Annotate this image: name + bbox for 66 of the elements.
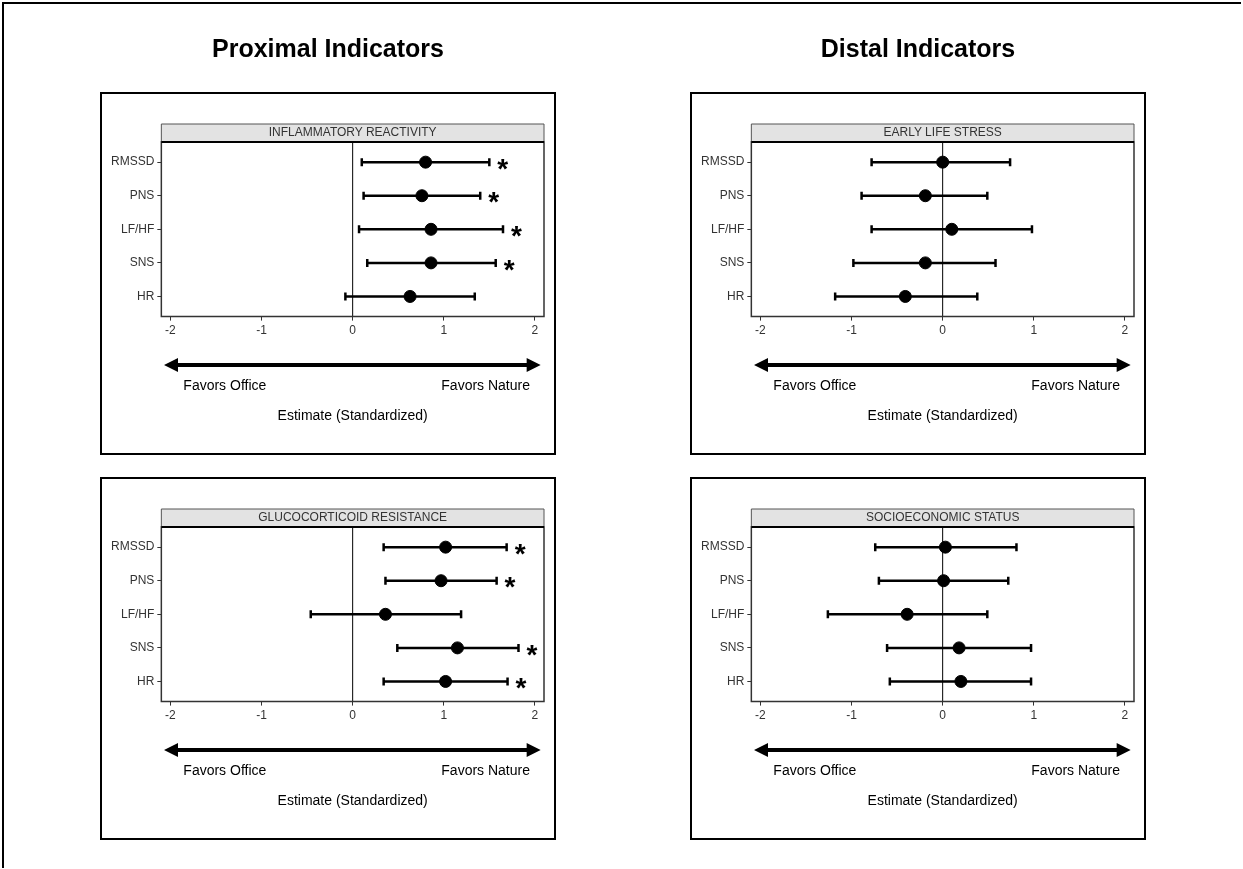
x-tick-label: 2: [531, 323, 539, 338]
y-tick-label: SNS: [129, 640, 155, 655]
y-tick-label: PNS: [129, 573, 155, 588]
text: Favors Nature: [1031, 762, 1121, 779]
x-tick-label: -1: [256, 323, 268, 338]
data-label: *: [511, 220, 522, 252]
chart-title: EARLY LIFE STRESS: [883, 125, 1002, 140]
x-tick-label: -1: [846, 323, 858, 338]
data-label: *: [488, 186, 500, 218]
y-tick-label: RMSSD: [700, 154, 745, 169]
x-tick-label: 2: [531, 708, 539, 723]
x-tick-label: 0: [349, 708, 357, 723]
x-tick-label: 1: [1030, 323, 1038, 338]
x-axis-title: Estimate (Standardized): [867, 792, 1018, 809]
chart-title: INFLAMMATORY REACTIVITY: [268, 125, 437, 140]
text: Proximal Indicators: [211, 34, 445, 63]
y-tick-label: LF/HF: [120, 221, 155, 236]
y-tick-label: LF/HF: [710, 606, 745, 621]
y-tick-label: HR: [136, 288, 155, 303]
x-tick-label: -2: [755, 708, 767, 723]
y-tick-label: SNS: [719, 640, 745, 655]
x-tick-label: -1: [256, 708, 268, 723]
text: Favors Nature: [441, 377, 531, 394]
x-axis-title: Estimate (Standardized): [277, 792, 428, 809]
text: Favors Office: [183, 377, 267, 394]
text: Distal Indicators: [819, 34, 1017, 63]
y-tick-label: RMSSD: [110, 154, 155, 169]
x-tick-label: 1: [440, 708, 448, 723]
y-tick-label: PNS: [129, 188, 155, 203]
y-tick-label: PNS: [719, 188, 745, 203]
y-tick-label: PNS: [719, 573, 745, 588]
y-tick-label: RMSSD: [110, 539, 155, 554]
text: Favors Office: [773, 377, 857, 394]
data-label: *: [526, 638, 538, 670]
y-tick-label: RMSSD: [700, 539, 745, 554]
y-tick-label: HR: [136, 673, 155, 688]
text: Favors Nature: [1031, 377, 1121, 394]
y-tick-label: SNS: [129, 255, 155, 270]
data-label: *: [497, 152, 509, 184]
text: Favors Office: [773, 762, 857, 779]
y-tick-label: LF/HF: [120, 606, 155, 621]
x-axis-title: Estimate (Standardized): [867, 407, 1018, 424]
data-label: *: [504, 571, 516, 603]
chart-title: GLUCOCORTICOID RESISTANCE: [258, 510, 448, 525]
x-tick-label: 0: [349, 323, 357, 338]
y-tick-label: HR: [726, 673, 745, 688]
x-tick-label: -2: [755, 323, 767, 338]
y-tick-label: HR: [726, 288, 745, 303]
x-tick-label: 0: [939, 323, 947, 338]
data-label: *: [515, 672, 527, 704]
x-axis-title: Estimate (Standardized): [277, 407, 428, 424]
y-tick-label: LF/HF: [710, 221, 745, 236]
x-tick-label: 0: [939, 708, 947, 723]
data-label: *: [503, 253, 515, 285]
x-tick-label: 1: [440, 323, 448, 338]
x-tick-label: 2: [1121, 323, 1129, 338]
y-tick-label: SNS: [719, 255, 745, 270]
x-tick-label: 1: [1030, 708, 1038, 723]
text: Favors Office: [183, 762, 267, 779]
data-label: *: [514, 537, 526, 569]
x-tick-label: -2: [165, 708, 177, 723]
x-tick-label: 2: [1121, 708, 1129, 723]
text: Favors Nature: [441, 762, 531, 779]
x-tick-label: -2: [165, 323, 177, 338]
x-tick-label: -1: [846, 708, 858, 723]
chart-title: SOCIOECONOMIC STATUS: [865, 510, 1020, 525]
